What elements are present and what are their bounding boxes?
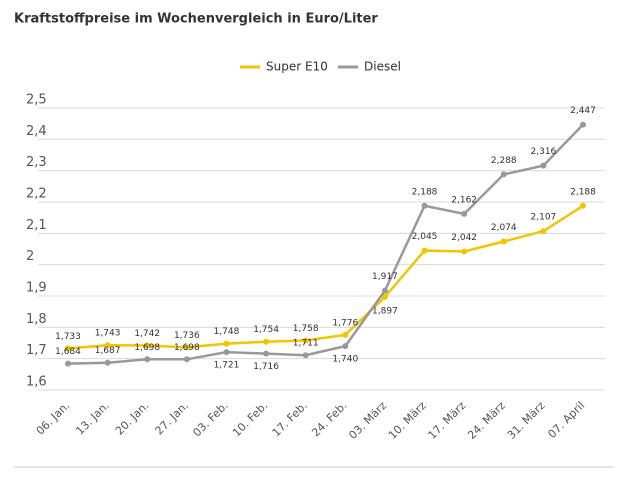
chart-title: Kraftstoffpreise im Wochenvergleich in E… xyxy=(14,12,378,27)
value-label: 1,733 xyxy=(55,332,81,342)
value-label: 1,742 xyxy=(134,329,160,339)
point xyxy=(500,171,507,178)
point xyxy=(342,331,349,338)
x-tick-label: 17. März xyxy=(426,399,469,442)
point xyxy=(302,352,309,359)
point xyxy=(500,238,507,245)
y-tick-label: 1,8 xyxy=(26,312,47,327)
point xyxy=(144,356,151,363)
value-label: 2,188 xyxy=(570,187,596,197)
series-line xyxy=(67,123,584,365)
value-label: 1,743 xyxy=(95,329,121,339)
value-label: 1,748 xyxy=(214,327,240,337)
value-label: 2,188 xyxy=(412,187,438,197)
y-tick-label: 1,7 xyxy=(26,343,47,358)
point xyxy=(461,210,468,217)
y-tick-label: 2,1 xyxy=(26,218,47,233)
x-tick-label: 24. März xyxy=(465,399,508,442)
point xyxy=(421,202,428,209)
value-label: 1,917 xyxy=(372,272,398,282)
point xyxy=(302,337,309,344)
value-label: 1,754 xyxy=(253,325,279,335)
y-tick-label: 2,4 xyxy=(26,124,47,139)
value-label: 2,042 xyxy=(451,233,477,243)
y-tick-label: 2 xyxy=(26,249,34,264)
y-tick-label: 1,6 xyxy=(26,375,47,390)
value-label: 1,716 xyxy=(253,362,279,372)
value-label: 1,721 xyxy=(214,361,240,371)
value-label: 1,776 xyxy=(332,318,358,328)
x-tick-label: 06. Jan. xyxy=(34,399,73,438)
value-label: 1,684 xyxy=(55,347,81,357)
value-label: 2,316 xyxy=(531,147,557,157)
point xyxy=(381,287,388,294)
point xyxy=(381,293,388,300)
point xyxy=(65,360,71,367)
point xyxy=(65,345,71,352)
y-tick-label: 2,5 xyxy=(26,93,47,108)
x-tick-label: 07. April xyxy=(545,399,587,441)
x-tick-label: 31. März xyxy=(505,399,548,442)
legend-label: Diesel xyxy=(364,60,401,74)
value-label: 1,698 xyxy=(174,343,200,353)
point xyxy=(461,248,468,255)
value-label: 1,758 xyxy=(293,324,319,334)
x-tick-label: 24. Feb. xyxy=(309,399,349,439)
x-tick-label: 03. März xyxy=(346,399,389,442)
x-tick-label: 13. Jan. xyxy=(73,399,112,438)
x-tick-label: 17. Feb. xyxy=(270,399,310,439)
value-label: 1,698 xyxy=(134,343,160,353)
point xyxy=(580,121,586,128)
value-label: 1,687 xyxy=(95,346,121,356)
point xyxy=(342,343,349,350)
value-label: 1,897 xyxy=(372,306,398,316)
value-label: 2,288 xyxy=(491,156,517,166)
point xyxy=(223,340,230,347)
value-label: 2,162 xyxy=(451,195,477,205)
y-tick-label: 2,3 xyxy=(26,155,47,170)
value-label: 2,074 xyxy=(491,223,517,233)
point xyxy=(540,228,547,235)
point xyxy=(263,338,270,345)
value-label: 1,736 xyxy=(174,331,200,341)
value-label: 1,711 xyxy=(293,339,319,349)
point xyxy=(183,356,190,363)
point xyxy=(580,202,586,209)
x-tick-label: 20. Jan. xyxy=(113,399,152,438)
point xyxy=(540,162,547,169)
point xyxy=(144,342,151,349)
x-tick-label: 27. Jan. xyxy=(153,399,192,438)
value-label: 2,447 xyxy=(570,106,596,116)
x-tick-label: 10. Feb. xyxy=(230,399,270,439)
point xyxy=(223,349,230,356)
point xyxy=(104,359,111,366)
x-tick-label: 10. März xyxy=(386,399,429,442)
point xyxy=(263,350,270,357)
value-label: 1,740 xyxy=(332,355,358,365)
legend-label: Super E10 xyxy=(266,60,328,74)
series-line xyxy=(67,204,584,350)
x-tick-label: 03. Feb. xyxy=(190,399,230,439)
value-label: 2,045 xyxy=(412,232,438,242)
point xyxy=(421,247,428,254)
y-tick-label: 1,9 xyxy=(26,281,47,296)
point xyxy=(183,344,190,351)
value-label: 2,107 xyxy=(531,213,557,223)
y-tick-label: 2,2 xyxy=(26,187,47,202)
point xyxy=(104,342,111,349)
